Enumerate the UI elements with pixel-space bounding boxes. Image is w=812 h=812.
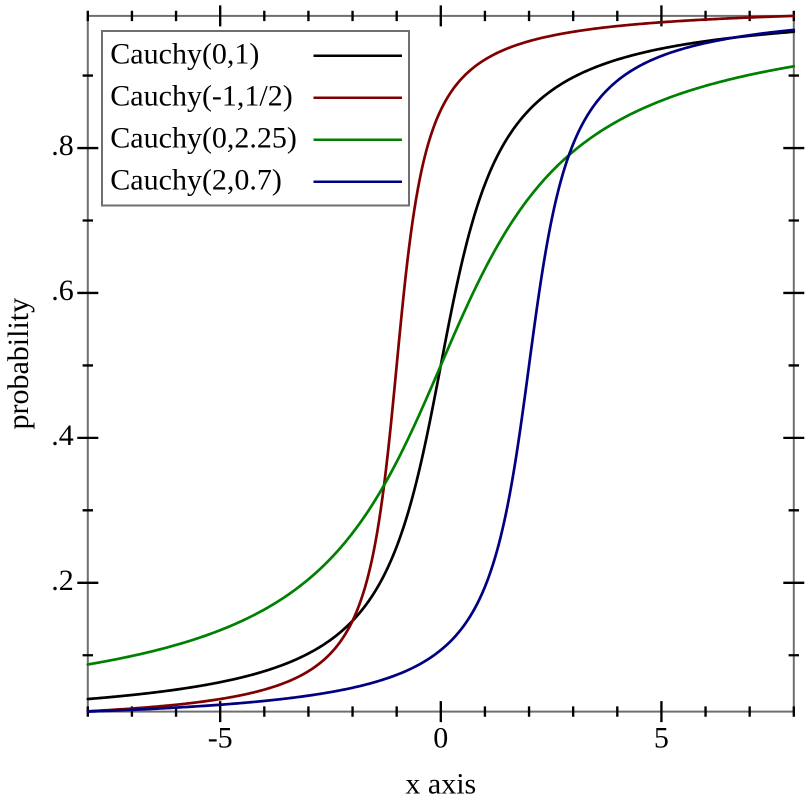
svg-text:Cauchy(-1,1/2): Cauchy(-1,1/2) xyxy=(110,79,292,112)
svg-text:Cauchy(0,2.25): Cauchy(0,2.25) xyxy=(110,121,297,154)
svg-text:.6: .6 xyxy=(51,274,74,307)
svg-text:Cauchy(0,1): Cauchy(0,1) xyxy=(110,37,259,70)
svg-text:.4: .4 xyxy=(51,419,74,452)
svg-text:Cauchy(2,0.7): Cauchy(2,0.7) xyxy=(110,163,282,196)
svg-text:.8: .8 xyxy=(51,129,74,162)
svg-text:x axis: x axis xyxy=(405,768,476,801)
svg-text:0: 0 xyxy=(433,721,448,754)
svg-text:probability: probability xyxy=(2,298,35,430)
svg-text:5: 5 xyxy=(654,721,669,754)
svg-text:.2: .2 xyxy=(51,564,74,597)
svg-text:-5: -5 xyxy=(208,721,233,754)
